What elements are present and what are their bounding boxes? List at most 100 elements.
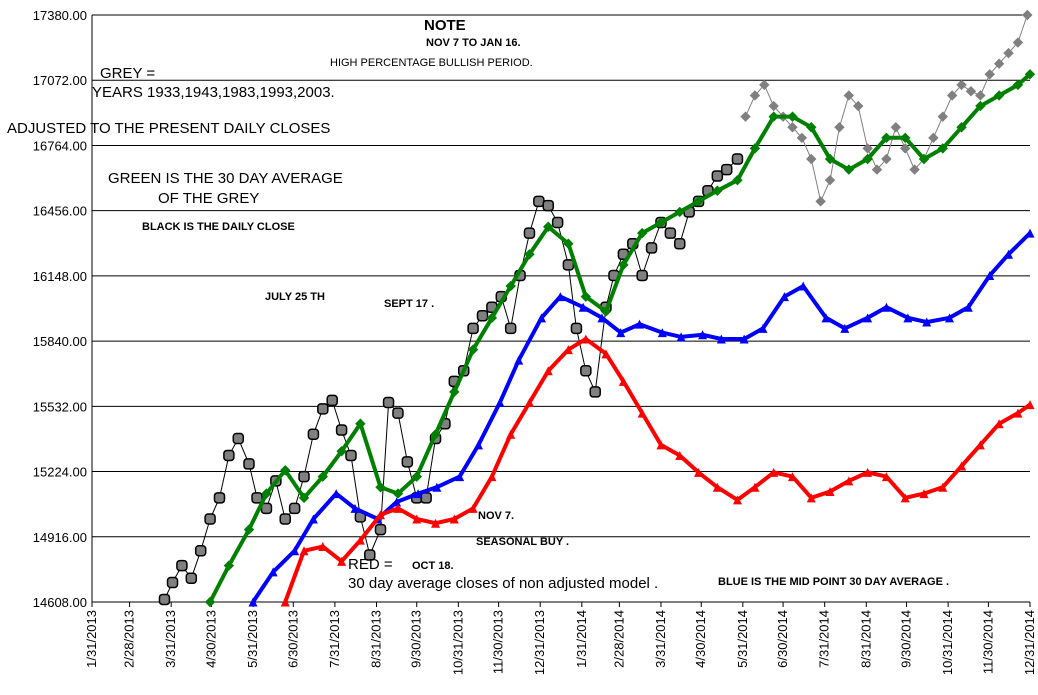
data-point: [335, 424, 348, 436]
data-point: [580, 291, 592, 302]
x-tick-label: 6/30/2013: [285, 610, 300, 668]
data-point: [1025, 228, 1035, 238]
red-average-line: [283, 336, 1032, 603]
data-point: [806, 122, 817, 133]
green-average-series: [204, 69, 1036, 608]
data-point: [944, 313, 954, 323]
data-point: [759, 79, 770, 91]
data-point: [922, 317, 932, 327]
data-point: [937, 111, 948, 122]
x-tick-label: 11/30/2013: [491, 610, 506, 674]
data-point: [232, 432, 245, 445]
data-point: [787, 122, 798, 133]
data-point: [635, 319, 645, 329]
x-tick-label: 3/31/2014: [653, 610, 668, 668]
data-point: [449, 386, 460, 398]
data-point: [248, 597, 258, 607]
data-point: [899, 132, 911, 144]
red-description: 30 day average closes of non adjusted mo…: [348, 575, 658, 592]
data-point: [900, 493, 910, 503]
data-point: [636, 227, 648, 239]
sept-label: SEPT 17 .: [384, 298, 434, 310]
data-point: [411, 471, 422, 482]
data-point: [787, 111, 798, 122]
data-point: [578, 302, 588, 312]
note-title: NOTE: [424, 17, 466, 34]
data-point: [455, 472, 465, 482]
data-point: [664, 227, 677, 239]
data-point: [350, 503, 360, 513]
data-point: [589, 386, 601, 398]
data-point: [243, 458, 255, 470]
data-point: [862, 143, 873, 154]
x-tick-label: 5/31/2014: [735, 610, 750, 668]
y-tick-label: 15840.00: [33, 334, 87, 349]
data-point: [487, 472, 497, 482]
data-point: [928, 132, 939, 144]
data-point: [337, 556, 347, 566]
data-point: [288, 502, 301, 515]
grey-model-line: [745, 14, 1028, 203]
data-point: [563, 345, 573, 355]
data-point: [957, 461, 967, 471]
data-point: [1004, 249, 1014, 259]
data-point: [431, 518, 441, 528]
x-tick-label: 2/28/2014: [611, 610, 626, 668]
data-point: [694, 467, 704, 477]
data-point: [824, 153, 836, 165]
data-point: [984, 69, 995, 80]
x-tick-label: 6/30/2014: [775, 610, 790, 668]
data-point: [853, 100, 864, 112]
data-point: [975, 100, 986, 112]
data-point: [393, 503, 403, 513]
data-point: [317, 403, 329, 415]
x-tick-label: 7/31/2013: [327, 610, 342, 668]
data-point: [243, 524, 255, 535]
annotations: NOTE NOV 7 TO JAN 16. HIGH PERCENTAGE BU…: [7, 17, 949, 592]
data-point: [769, 467, 779, 477]
data-point: [750, 482, 760, 492]
data-point: [825, 486, 835, 496]
data-point: [412, 514, 422, 524]
data-point: [382, 396, 395, 409]
data-point: [537, 313, 547, 323]
y-tick-label: 15532.00: [33, 399, 87, 414]
data-point: [843, 90, 855, 101]
data-point: [505, 280, 516, 292]
x-tick-label: 8/31/2013: [368, 610, 383, 668]
nov7-label: NOV 7.: [478, 510, 514, 522]
data-point: [555, 292, 565, 302]
data-point: [570, 322, 583, 335]
data-point: [956, 122, 967, 133]
x-tick-label: 7/31/2014: [817, 610, 832, 668]
data-point: [871, 164, 883, 175]
data-point: [1003, 47, 1014, 59]
data-point: [881, 132, 892, 144]
july-label: JULY 25 TH: [265, 291, 325, 303]
data-point: [655, 217, 667, 228]
data-point: [185, 572, 198, 585]
data-point: [467, 344, 479, 355]
data-point: [993, 90, 1005, 101]
data-point: [937, 143, 948, 154]
data-point: [994, 419, 1004, 429]
data-point: [965, 86, 977, 97]
data-point: [881, 153, 892, 165]
data-point: [720, 163, 733, 176]
data-point: [698, 330, 708, 340]
data-point: [308, 514, 318, 524]
data-point: [581, 334, 591, 344]
data-point: [1025, 400, 1035, 410]
data-point: [467, 322, 479, 335]
x-tick-label: 9/30/2013: [409, 610, 424, 668]
data-point: [318, 542, 328, 552]
data-point: [523, 227, 536, 239]
data-point: [580, 365, 592, 377]
data-point: [326, 394, 338, 407]
data-point: [355, 418, 366, 429]
blue-label: BLUE IS THE MID POINT 30 DAY AVERAGE .: [718, 576, 949, 588]
data-point: [158, 593, 171, 606]
data-point: [166, 576, 179, 589]
data-point: [731, 153, 744, 165]
data-point: [542, 199, 555, 212]
